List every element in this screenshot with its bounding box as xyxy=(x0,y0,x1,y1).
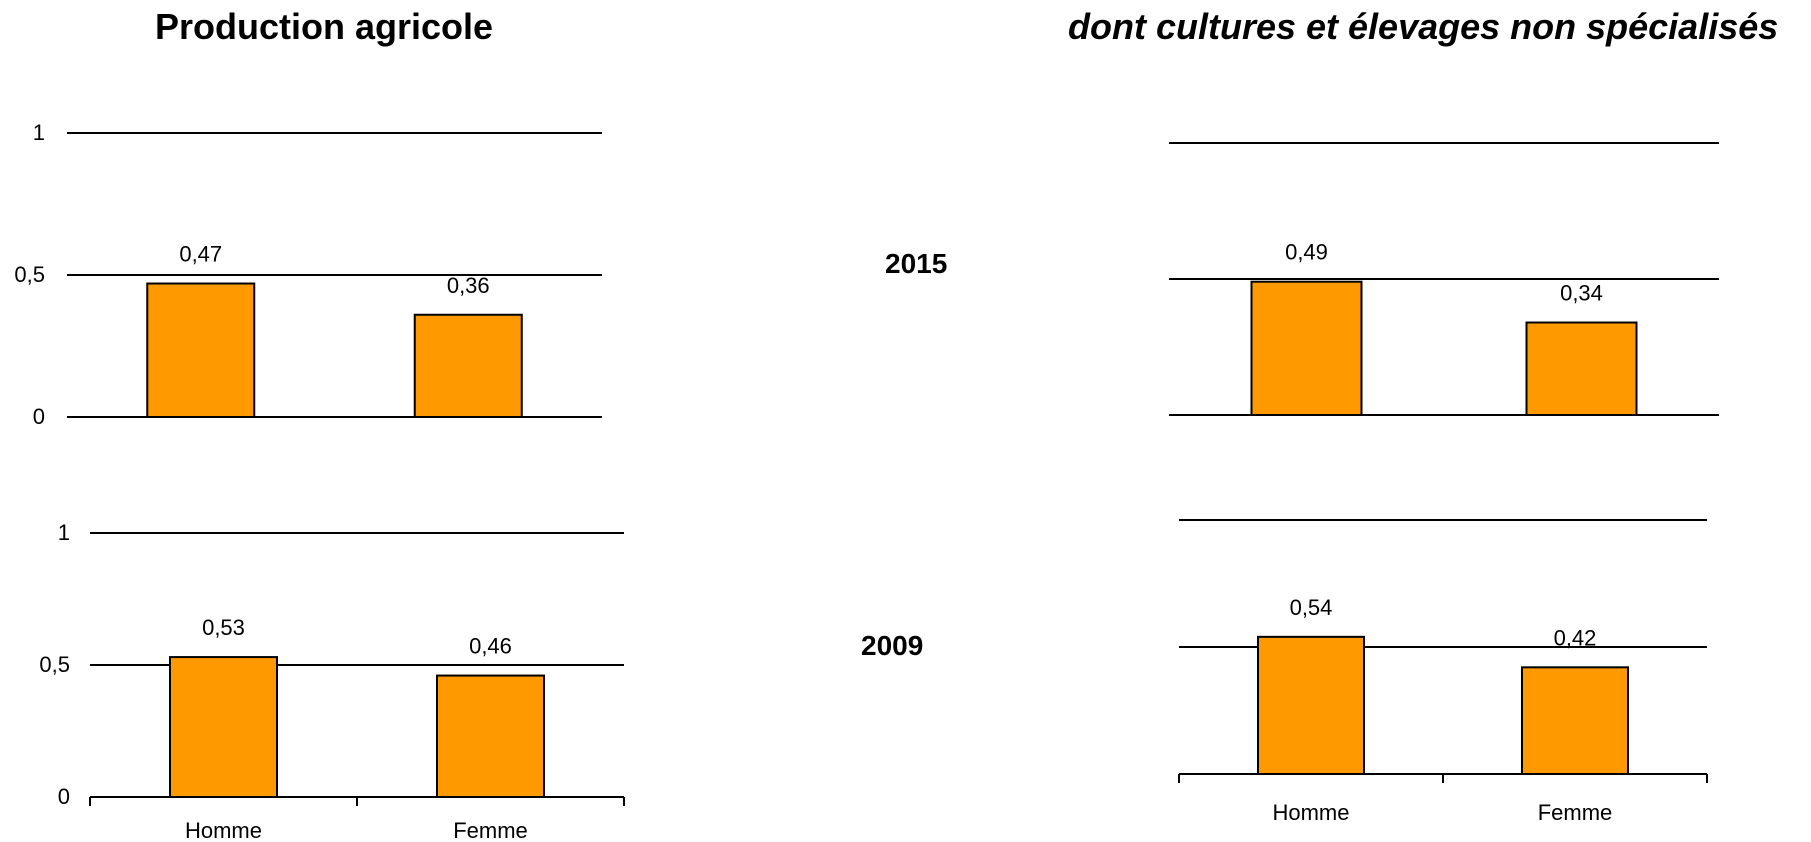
data-label: 0,49 xyxy=(1285,240,1328,265)
bar-femme xyxy=(1525,321,1638,416)
year-label-2009: 2009 xyxy=(861,630,924,661)
right-chart-title: dont cultures et élevages non spécialisé… xyxy=(1068,6,1779,47)
category-label: Homme xyxy=(1272,800,1349,825)
data-label: 0,53 xyxy=(202,615,245,640)
y-tick-label: 0,5 xyxy=(14,262,45,287)
category-label: Femme xyxy=(453,818,528,842)
y-tick-label: 1 xyxy=(33,120,45,145)
bar-femme xyxy=(436,674,545,798)
left-chart-title: Production agricole xyxy=(155,6,494,47)
y-tick-label: 0 xyxy=(58,784,70,809)
y-tick-label: 1 xyxy=(58,520,70,545)
y-tick-label: 0,5 xyxy=(39,652,70,677)
data-label: 0,36 xyxy=(447,273,490,298)
data-label: 0,42 xyxy=(1554,625,1597,650)
year-label-2015: 2015 xyxy=(885,248,948,279)
data-label: 0,47 xyxy=(179,242,222,267)
bar-femme xyxy=(413,313,523,419)
category-label: Femme xyxy=(1538,800,1613,825)
data-label: 0,46 xyxy=(469,634,512,659)
category-label: Homme xyxy=(185,818,262,842)
bar-homme xyxy=(1250,280,1363,416)
data-label: 0,54 xyxy=(1290,595,1333,620)
bar-femme xyxy=(1521,666,1629,776)
bar-homme xyxy=(169,656,278,799)
data-label: 0,34 xyxy=(1560,281,1603,306)
y-tick-label: 0 xyxy=(33,404,45,429)
bar-homme xyxy=(1257,635,1365,776)
